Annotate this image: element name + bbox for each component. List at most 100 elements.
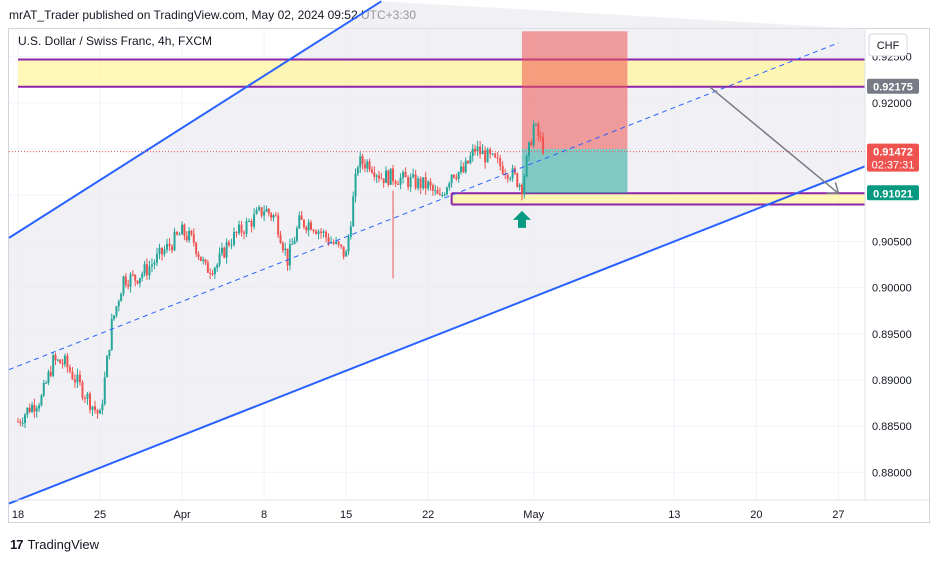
channel-mid-line[interactable] <box>8 42 839 371</box>
short-position-tool[interactable] <box>521 31 628 194</box>
price-tick-label: 0.89500 <box>872 329 912 341</box>
tradingview-logo[interactable]: 17 TradingView <box>10 537 99 552</box>
candle-body <box>260 207 263 216</box>
candle-body <box>243 232 246 234</box>
candle-body <box>537 124 540 137</box>
candle-body <box>185 235 188 241</box>
price-chart[interactable]: 0.925000.920000.915000.910000.905000.900… <box>0 0 939 530</box>
candle-body <box>94 406 97 410</box>
candle-body <box>535 124 538 126</box>
candle-body <box>204 259 207 263</box>
candle-body <box>424 177 427 189</box>
candle-body <box>220 247 223 254</box>
candle-body <box>277 215 280 235</box>
candle-body <box>288 244 291 266</box>
candle-body <box>83 398 86 400</box>
channel-upper-line[interactable] <box>8 0 382 239</box>
candle-body <box>143 264 146 274</box>
time-tick-label: 25 <box>94 509 106 521</box>
time-axis[interactable]: 18 25 Apr 8 15 22 May 13 20 27 <box>12 509 845 521</box>
candle-body <box>26 407 29 415</box>
candle-body <box>450 174 453 184</box>
stop-loss-area[interactable] <box>521 31 628 150</box>
candle-body <box>455 177 458 179</box>
projection-arrow-line <box>709 86 839 194</box>
candle-body <box>332 242 335 244</box>
candle-body <box>335 241 338 244</box>
channel-lines[interactable] <box>8 0 866 505</box>
candle-body <box>190 230 193 235</box>
candle-body <box>158 247 161 254</box>
candle-body <box>255 209 258 215</box>
currency-button[interactable] <box>868 33 908 57</box>
candle-body <box>230 244 233 246</box>
tradingview-brand: TradingView <box>27 537 100 552</box>
candle-body <box>520 184 523 195</box>
candle-body <box>195 242 198 254</box>
candle-body <box>47 371 50 383</box>
candle-body <box>31 404 34 413</box>
candle-body <box>42 382 45 396</box>
candle-body <box>232 231 235 245</box>
candle-body <box>354 173 357 197</box>
candle-body <box>434 190 437 192</box>
candle-body <box>120 293 123 302</box>
candle-body <box>155 253 158 263</box>
candle-body <box>178 234 181 236</box>
candle-body <box>407 177 410 187</box>
time-tick-label: 13 <box>668 509 680 521</box>
candle-body <box>250 221 253 227</box>
candle-body <box>124 276 127 285</box>
zone-resistance[interactable] <box>18 59 865 87</box>
candle-body <box>173 231 176 251</box>
candle-body <box>402 171 405 178</box>
candle-body <box>122 276 125 294</box>
candle-body <box>136 280 139 284</box>
candle-body <box>320 231 323 233</box>
candle-body <box>163 249 166 255</box>
tradingview-logo-icon: 17 <box>10 537 24 552</box>
channel-lower-line[interactable] <box>8 165 866 505</box>
candle-body <box>352 196 355 227</box>
candle-body <box>467 160 470 164</box>
currency-label: CHF <box>877 40 900 52</box>
candles <box>17 120 545 429</box>
candle-body <box>78 374 81 383</box>
candle-body <box>300 215 303 220</box>
candle-body <box>380 178 383 180</box>
candle-body <box>248 221 251 223</box>
candle-body <box>305 227 308 231</box>
price-tick-label: 0.88500 <box>872 421 912 433</box>
candle-body <box>223 247 226 258</box>
candle-body <box>19 421 22 423</box>
candle-body <box>91 406 94 410</box>
candle-body <box>63 355 66 365</box>
candle-body <box>166 243 169 250</box>
candle-body <box>66 355 69 368</box>
buy-signal-arrow-icon <box>512 210 531 228</box>
candle-body <box>496 157 499 159</box>
candle-body <box>509 178 512 180</box>
take-profit-area[interactable] <box>521 149 628 194</box>
candle-body <box>298 215 301 229</box>
candle-body <box>106 355 109 378</box>
candle-body <box>108 349 111 356</box>
candle-body <box>35 408 38 412</box>
candle-body <box>489 149 492 155</box>
candle-body <box>389 168 392 185</box>
candle-body <box>363 164 366 169</box>
zone-support[interactable] <box>451 193 865 205</box>
candle-body <box>377 175 380 179</box>
candle-body <box>218 253 221 265</box>
price-axis[interactable]: 0.925000.920000.915000.910000.905000.900… <box>872 52 912 480</box>
candle-body <box>476 146 479 152</box>
candle-body <box>168 243 171 247</box>
candle-body <box>368 161 371 170</box>
candle-body <box>96 409 99 414</box>
candle-body <box>274 215 277 217</box>
candle-body <box>54 355 57 361</box>
candle-body <box>295 228 298 241</box>
time-tick-label: 8 <box>261 509 267 521</box>
candle-body <box>414 174 417 189</box>
